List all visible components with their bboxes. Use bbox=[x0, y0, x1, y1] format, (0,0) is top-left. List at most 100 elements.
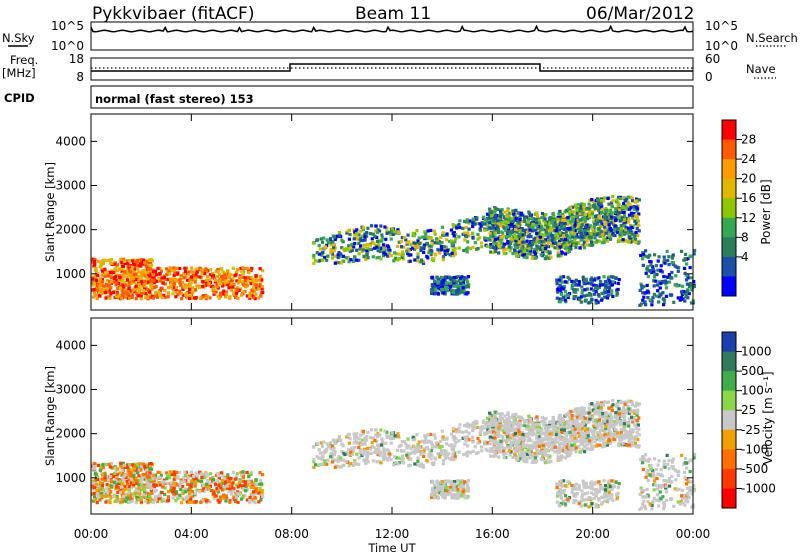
power-cell bbox=[121, 278, 124, 281]
velocity-cell bbox=[201, 489, 204, 492]
power-cell bbox=[450, 228, 453, 231]
date-title: 06/Mar/2012 bbox=[586, 4, 694, 24]
power-cell bbox=[686, 289, 689, 292]
velocity-cell bbox=[390, 441, 393, 444]
velocity-cell bbox=[324, 449, 327, 452]
velocity-cell bbox=[119, 491, 122, 494]
velocity-cell bbox=[135, 501, 138, 504]
power-cell bbox=[212, 288, 215, 291]
power-cell bbox=[578, 218, 581, 221]
power-cell bbox=[450, 239, 453, 242]
power-cell bbox=[246, 267, 249, 270]
velocity-cell bbox=[126, 482, 129, 485]
power-cell bbox=[382, 243, 385, 246]
power-cell bbox=[230, 288, 233, 291]
velocity-cell bbox=[352, 449, 355, 452]
power-cell bbox=[477, 247, 480, 250]
power-cell bbox=[623, 199, 626, 202]
power-cell bbox=[434, 233, 437, 236]
velocity-cell bbox=[445, 442, 448, 445]
power-cell bbox=[666, 259, 669, 262]
power-cell bbox=[222, 290, 225, 293]
power-cell bbox=[376, 240, 379, 243]
power-cell bbox=[653, 253, 656, 256]
power-cell bbox=[515, 217, 518, 220]
velocity-cell bbox=[363, 439, 366, 442]
power-cell bbox=[493, 246, 496, 249]
power-cell bbox=[597, 227, 600, 230]
power-cell bbox=[515, 242, 518, 245]
power-cell bbox=[366, 246, 369, 249]
power-cell bbox=[362, 226, 365, 229]
power-cell bbox=[122, 291, 125, 294]
velocity-cell bbox=[155, 484, 158, 487]
velocity-cell bbox=[195, 488, 198, 491]
velocity-cell bbox=[160, 480, 163, 483]
power-cell bbox=[93, 282, 96, 285]
velocity-cell bbox=[132, 492, 135, 495]
power-cell bbox=[665, 286, 668, 289]
velocity-cell bbox=[126, 466, 129, 469]
power-cell bbox=[388, 251, 391, 254]
power-cell bbox=[601, 208, 604, 211]
power-cell bbox=[229, 273, 232, 276]
velocity-cell bbox=[366, 450, 369, 453]
power-cell bbox=[514, 236, 517, 239]
velocity-cell bbox=[195, 500, 198, 503]
power-cell bbox=[610, 289, 613, 292]
power-cell bbox=[340, 239, 343, 242]
power-cell bbox=[489, 238, 492, 241]
power-cell bbox=[234, 273, 237, 276]
power-cell bbox=[190, 266, 193, 269]
velocity-cell bbox=[134, 489, 137, 492]
velocity-cell bbox=[375, 428, 378, 431]
power-cell bbox=[611, 280, 614, 283]
power-cell bbox=[158, 272, 161, 275]
velocity-cell bbox=[421, 440, 424, 443]
power-cell bbox=[452, 291, 455, 294]
power-cell bbox=[631, 199, 634, 202]
power-cell bbox=[376, 231, 379, 234]
power-cell bbox=[531, 226, 534, 229]
velocity-cell bbox=[397, 435, 400, 438]
power-cell bbox=[556, 297, 559, 300]
power-cell bbox=[478, 228, 481, 231]
velocity-cell bbox=[478, 432, 481, 435]
power-cell bbox=[583, 288, 586, 291]
power-cell bbox=[167, 286, 170, 289]
power-cell bbox=[611, 199, 614, 202]
power-cell bbox=[216, 275, 219, 278]
power-cell bbox=[104, 259, 107, 262]
power-cell bbox=[512, 220, 515, 223]
freq-tick-top: 18 bbox=[69, 52, 84, 66]
velocity-cell bbox=[173, 473, 176, 476]
power-cell bbox=[422, 251, 425, 254]
velocity-cell bbox=[409, 457, 412, 460]
power-cell bbox=[178, 267, 181, 270]
power-cell bbox=[221, 270, 224, 273]
power-cell bbox=[633, 220, 636, 223]
power-cell bbox=[614, 224, 617, 227]
power-cell bbox=[435, 241, 438, 244]
power-cell bbox=[564, 252, 567, 255]
power-cell bbox=[575, 279, 578, 282]
power-cell bbox=[472, 237, 475, 240]
beam-title: Beam 11 bbox=[355, 4, 431, 24]
velocity-cell bbox=[205, 499, 208, 502]
velocity-cell bbox=[247, 475, 250, 478]
power-cell bbox=[332, 243, 335, 246]
power-cell bbox=[594, 206, 597, 209]
power-cell bbox=[601, 233, 604, 236]
power-cell bbox=[621, 206, 624, 209]
power-cell bbox=[140, 280, 143, 283]
power-cell bbox=[154, 291, 157, 294]
power-cell bbox=[489, 235, 492, 238]
power-cell bbox=[551, 239, 554, 242]
power-cell bbox=[219, 291, 222, 294]
power-cell bbox=[636, 227, 639, 230]
power-cell bbox=[584, 213, 587, 216]
power-cell bbox=[505, 235, 508, 238]
power-cell bbox=[611, 295, 614, 298]
velocity-cell bbox=[129, 474, 132, 477]
velocity-cell bbox=[135, 479, 138, 482]
